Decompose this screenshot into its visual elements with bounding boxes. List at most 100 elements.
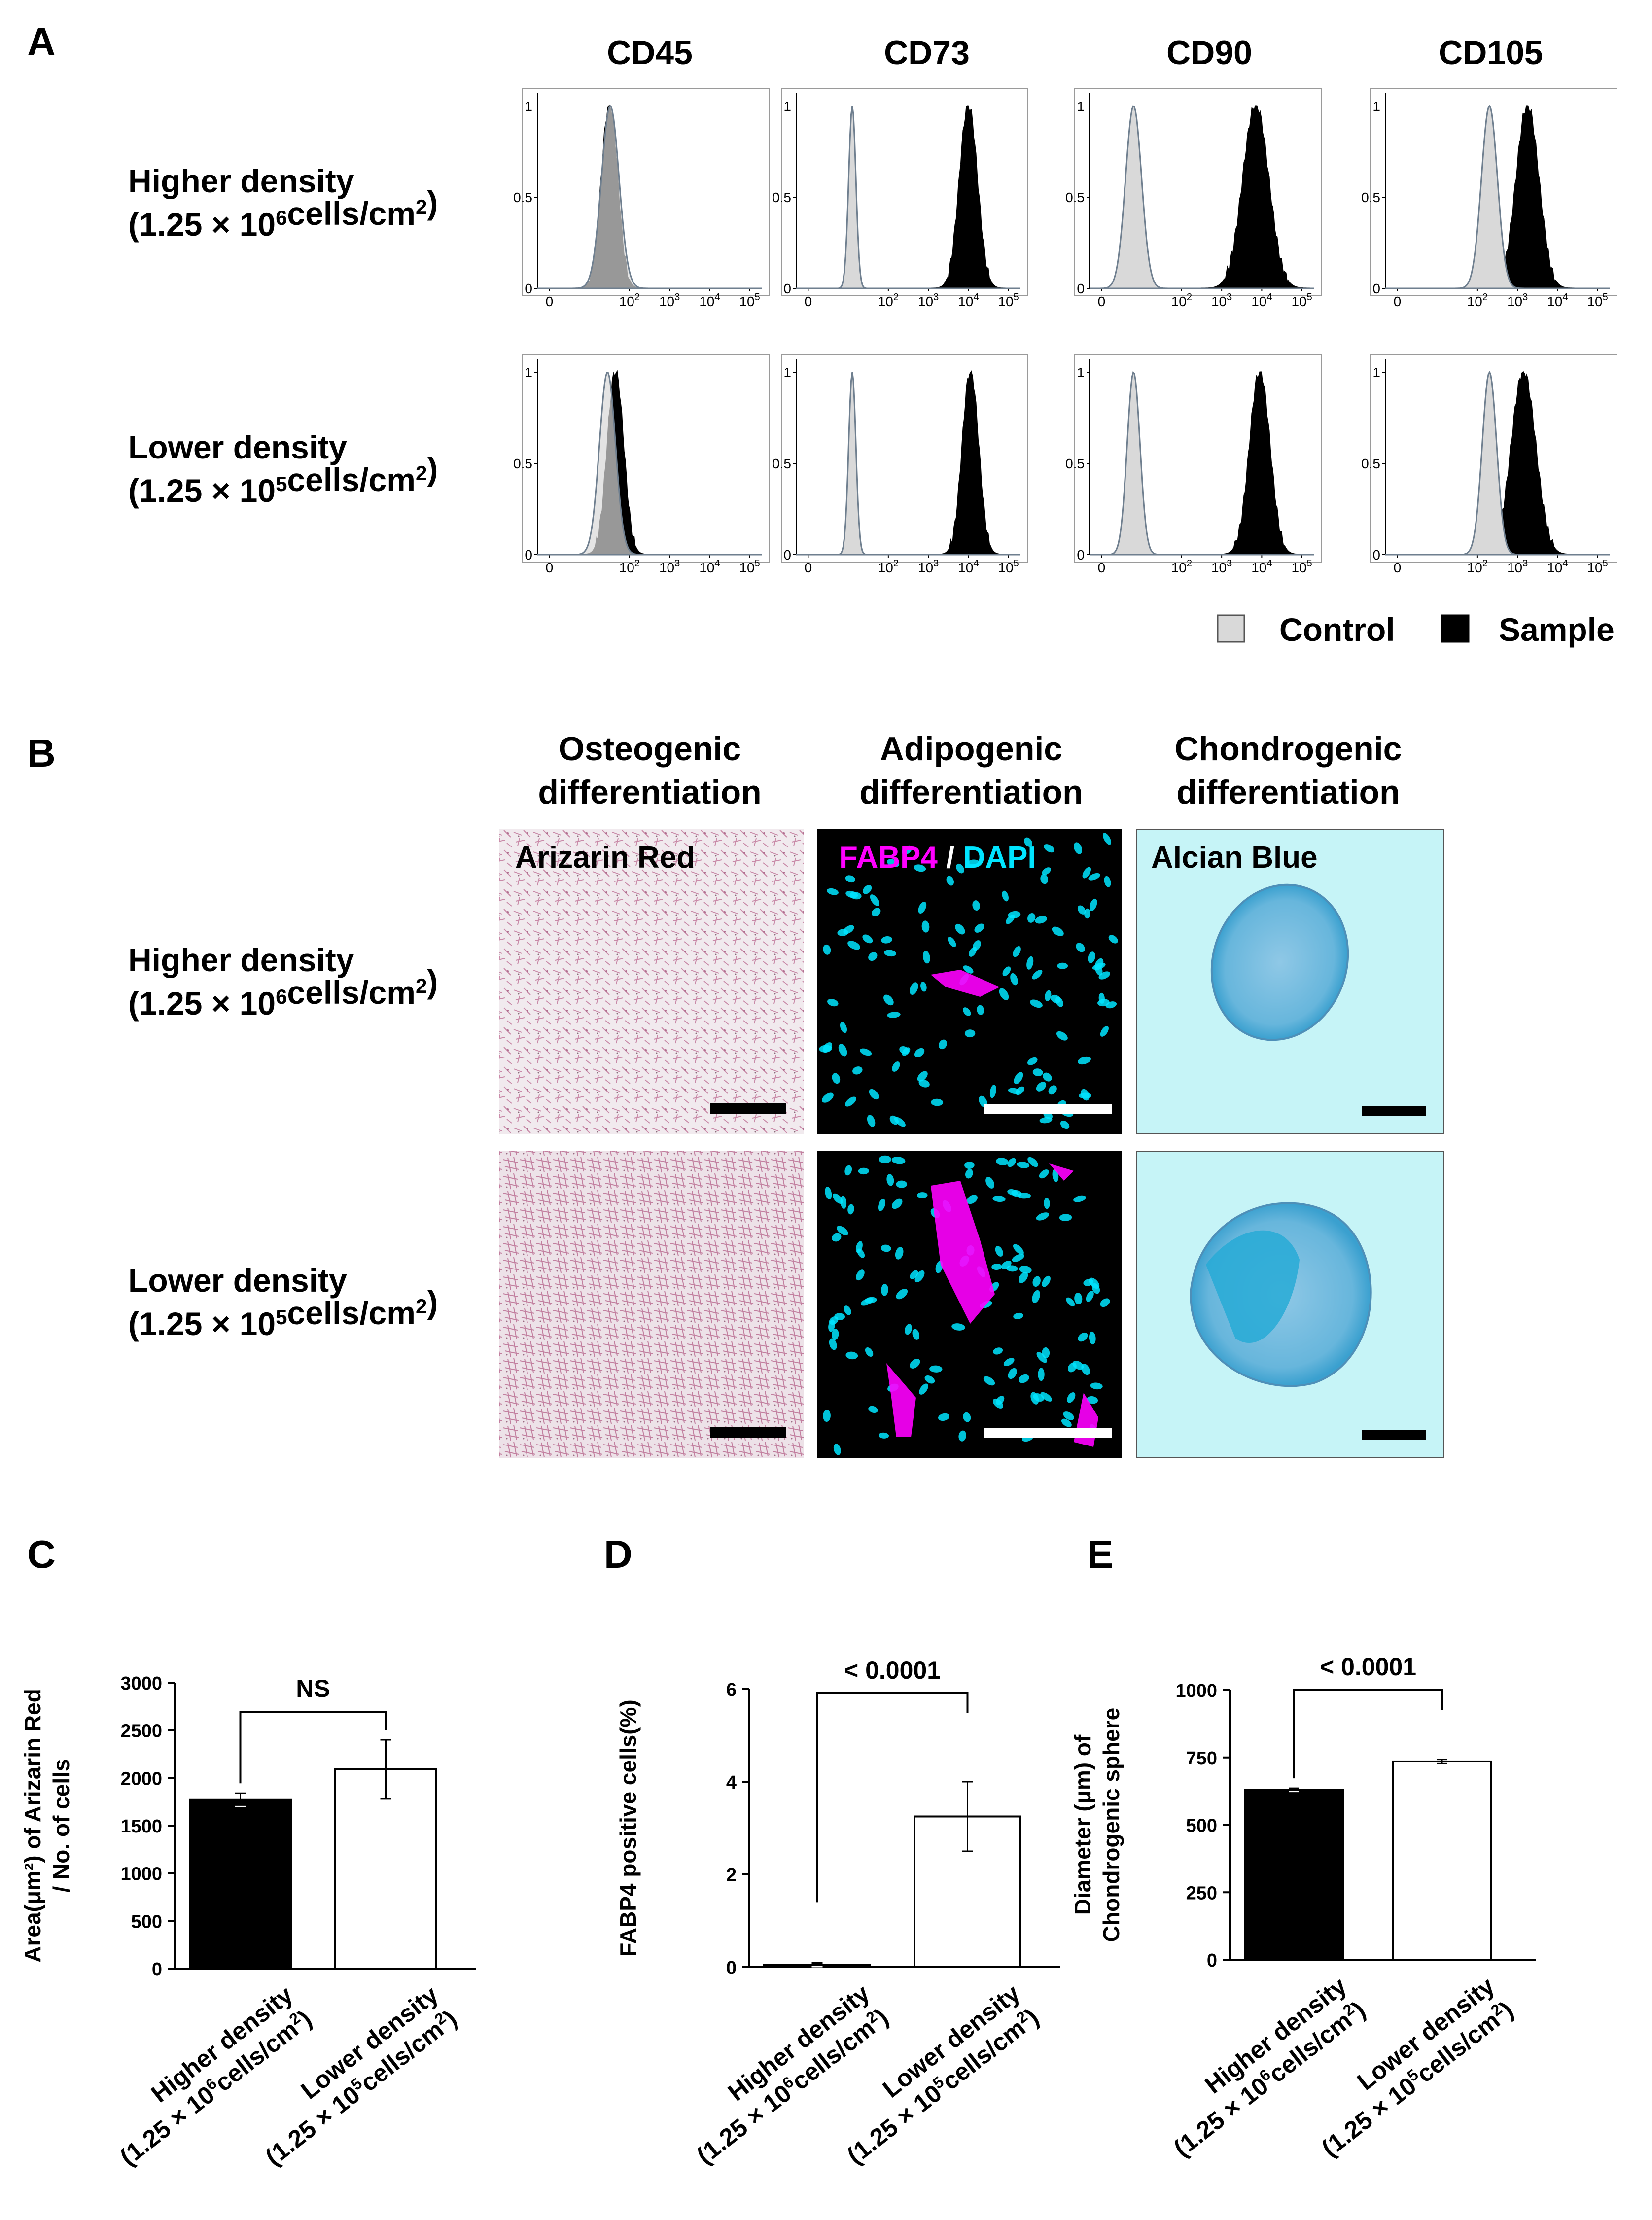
dapi-nucleus	[910, 1359, 920, 1369]
dapi-nucleus	[881, 1244, 891, 1252]
dapi-nucleus	[847, 1204, 854, 1215]
y-tick-label: 250	[1186, 1883, 1217, 1903]
dapi-nucleus	[1061, 1418, 1072, 1427]
x-tick-label: 103	[1507, 558, 1528, 575]
panel-letter-e: E	[1087, 1532, 1113, 1576]
panel-letter-a: A	[27, 20, 56, 64]
dapi-nucleus	[989, 1085, 996, 1098]
adipo-image-0	[817, 829, 1122, 1134]
control-histogram	[1385, 105, 1610, 289]
dapi-nucleus	[924, 1375, 935, 1384]
dapi-nucleus	[845, 890, 858, 898]
significance-label: < 0.0001	[844, 1656, 941, 1684]
marker-header-cd45: CD45	[607, 34, 693, 71]
dapi-nucleus	[1088, 951, 1095, 963]
legend-control-label: Control	[1279, 611, 1395, 648]
histogram-0-1: 1 0.5 00 102 103 104 105	[772, 88, 1028, 309]
dapi-nucleus	[822, 1092, 834, 1103]
dapi-nucleus	[832, 1073, 841, 1084]
x-tick-label: 105	[998, 292, 1019, 309]
x-tick-label: 104	[699, 558, 720, 575]
x-tick-label: 104	[1547, 558, 1568, 575]
dapi-nucleus	[1044, 844, 1054, 853]
dapi-nucleus	[860, 1298, 874, 1306]
dapi-nucleus	[1012, 1254, 1024, 1262]
dapi-nucleus	[1045, 990, 1052, 1001]
flow-row-label-1: Lower density	[128, 429, 347, 465]
dapi-nucleus	[964, 1161, 975, 1169]
significance-bracket	[816, 1692, 969, 1903]
diff-header-0-line1: Osteogenic	[559, 730, 741, 768]
control-histogram	[537, 105, 762, 289]
y-tick-label: 4	[726, 1772, 737, 1793]
dapi-nucleus	[983, 1376, 995, 1386]
dapi-nucleus	[860, 1048, 872, 1056]
y-tick-label: 500	[131, 1911, 162, 1932]
stain-label-alcian-blue: Alcian Blue	[1151, 841, 1318, 875]
x-tick-label: 104	[1251, 558, 1272, 575]
dapi-nucleus	[1073, 1195, 1086, 1202]
y-tick-label: 0.5	[1361, 190, 1380, 205]
dapi-nucleus	[1100, 1025, 1109, 1037]
diff-header-2-line2: differentiation	[1176, 774, 1400, 811]
y-tick-label: 1000	[120, 1864, 162, 1885]
dapi-nucleus	[845, 1351, 858, 1360]
differentiation-panel: Osteogenic differentiation Adipogenic diffe…	[128, 730, 1444, 1458]
histogram-0-0: 1 0.5 00 102 103 104 105	[513, 88, 770, 309]
legend-sample-label: Sample	[1499, 611, 1615, 648]
x-tick-label: 102	[878, 292, 899, 309]
dapi-nucleus	[884, 950, 896, 957]
osteo-texture	[499, 829, 804, 1134]
y-tick-label: 0.5	[772, 190, 791, 205]
y-tick-label: 0	[726, 1958, 737, 1978]
dapi-nucleus	[840, 1022, 847, 1033]
dapi-nucleus	[1007, 1189, 1018, 1196]
dapi-nucleus	[1063, 1411, 1074, 1420]
dapi-nucleus	[1078, 1332, 1088, 1342]
dapi-nucleus	[1056, 1031, 1068, 1041]
dapi-nucleus	[1024, 837, 1033, 847]
y-tick-label: 3000	[120, 1673, 162, 1694]
dapi-nucleus	[1036, 1082, 1047, 1092]
dapi-nucleus	[1003, 1358, 1015, 1366]
dapi-nucleus	[1074, 1293, 1083, 1304]
dapi-nucleus	[1086, 1396, 1098, 1404]
bar-chart-e: 0 250 500 750 1000 Diameter (μm) of Chondrogen…	[1070, 1653, 1536, 2162]
dapi-nucleus	[858, 1167, 869, 1175]
dapi-nucleus	[832, 1329, 839, 1340]
dapi-nucleus	[823, 1410, 831, 1422]
dapi-nucleus	[889, 1115, 899, 1125]
dapi-nucleus	[958, 1430, 967, 1442]
y-tick-label: 0.5	[1065, 456, 1085, 471]
x-tick-label: 104	[1547, 292, 1568, 309]
dapi-nucleus	[991, 1263, 1002, 1270]
x-tick-label: 103	[659, 558, 680, 575]
x-tick-label: 0	[546, 294, 554, 309]
dapi-nucleus	[1051, 994, 1061, 1003]
dapi-nucleus	[1013, 1312, 1023, 1319]
dapi-nucleus	[1019, 1266, 1032, 1274]
dapi-nucleus	[1104, 876, 1111, 887]
dapi-nucleus	[825, 1186, 832, 1200]
dapi-nucleus	[938, 1413, 950, 1421]
x-tick-label: 0	[1098, 560, 1106, 575]
histogram-1-0: 1 0.5 00 102 103 104 105	[513, 354, 770, 575]
dapi-nucleus	[1014, 1072, 1023, 1085]
dapi-nucleus	[887, 859, 900, 867]
fabp4-cell	[931, 970, 1000, 997]
x-tick-label: 102	[619, 558, 640, 575]
dapi-nucleus	[1081, 1089, 1090, 1101]
dapi-nucleus	[845, 875, 856, 883]
dapi-nucleus	[878, 1198, 886, 1211]
y-tick-label: 0.5	[513, 456, 532, 471]
x-tick-label: 103	[1211, 558, 1232, 575]
fabp4-cell	[931, 1181, 995, 1324]
diff-header-0-line2: differentiation	[538, 774, 761, 811]
flow-row-density-1: (1.25 × 105cells/cm2)	[128, 451, 438, 509]
y-tick-label: 1	[525, 365, 532, 380]
osteo-image-1	[499, 1151, 804, 1458]
dapi-nucleus	[919, 1383, 928, 1395]
dapi-nucleus	[856, 1269, 865, 1281]
x-tick-label: 102	[1467, 558, 1488, 575]
x-tick-label: 102	[1467, 292, 1488, 309]
